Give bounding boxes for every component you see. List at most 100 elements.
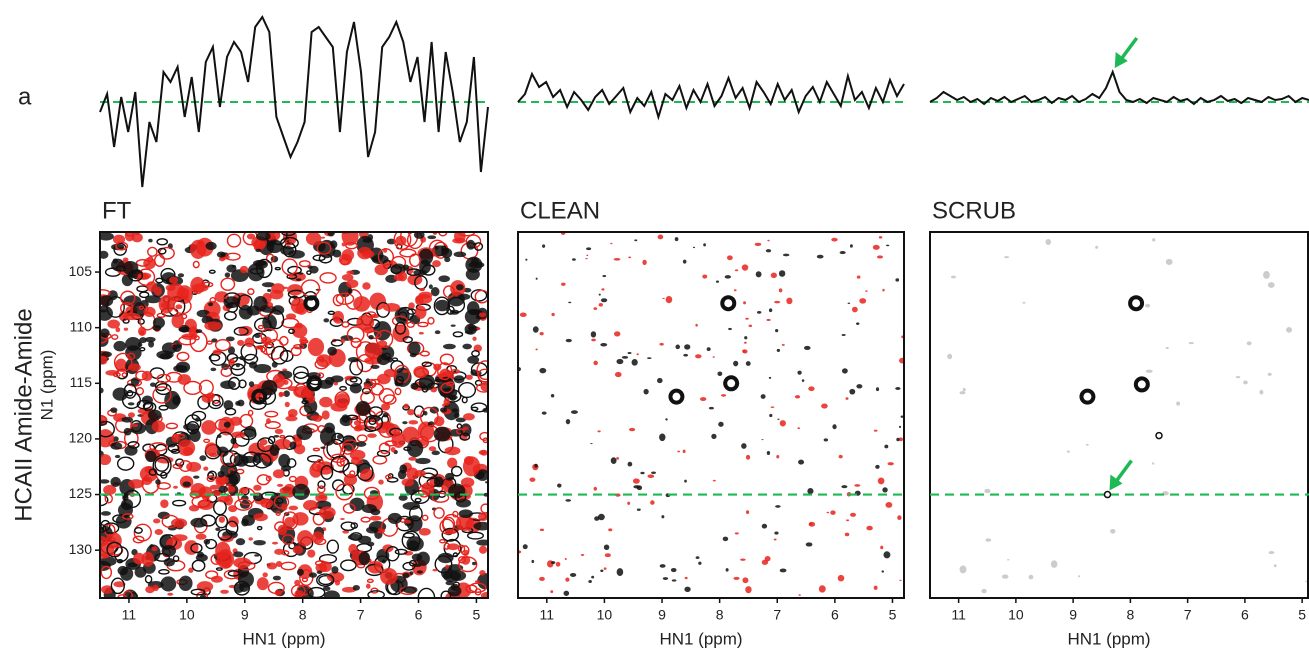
noise-blob	[580, 554, 585, 556]
noise-blob	[318, 506, 336, 519]
noise-blob	[323, 318, 330, 323]
noise-blob	[157, 511, 170, 520]
noise-blob	[742, 577, 749, 584]
noise-blob	[476, 360, 488, 381]
noise-blob	[253, 363, 272, 374]
noise-blob	[349, 359, 364, 376]
noise-blob	[1235, 375, 1241, 379]
noise-blob	[253, 295, 268, 312]
plot-frame	[929, 231, 1309, 599]
noise-blob	[390, 265, 402, 275]
noise-blob	[133, 527, 143, 534]
noise-blob	[276, 483, 284, 487]
noise-blob	[253, 539, 266, 546]
noise-blob	[122, 312, 141, 321]
noise-blob	[807, 488, 814, 495]
noise-blob	[613, 257, 621, 261]
noise-blob	[367, 590, 385, 598]
noise-blob	[100, 355, 108, 365]
noise-blob	[183, 423, 198, 431]
noise-blob	[391, 357, 399, 362]
noise-blob	[244, 337, 255, 348]
noise-blob	[458, 509, 473, 519]
noise-blob	[262, 572, 268, 578]
noise-blob	[154, 254, 166, 268]
noise-blob	[220, 380, 237, 390]
noise-blob	[223, 297, 228, 300]
noise-blob	[137, 318, 145, 325]
noise-blob	[327, 232, 335, 237]
noise-blob	[241, 451, 261, 467]
noise-blob	[300, 279, 321, 298]
noise-blob	[959, 565, 967, 574]
noise-blob	[269, 289, 284, 300]
noise-blob	[231, 431, 247, 438]
noise-blob	[401, 478, 415, 487]
noise-blob	[257, 324, 264, 330]
noise-blob	[100, 328, 110, 338]
noise-blob	[393, 232, 412, 250]
noise-blob	[121, 372, 128, 378]
noise-blob	[744, 336, 748, 340]
noise-blob	[144, 574, 153, 584]
noise-blob	[290, 346, 302, 357]
noise-blob	[270, 345, 289, 365]
noise-blob	[291, 323, 308, 339]
noise-blob	[876, 255, 883, 259]
noise-blob	[431, 450, 440, 456]
noise-blob	[478, 512, 488, 522]
panel-title: CLEAN	[520, 197, 600, 224]
noise-blob	[774, 300, 781, 304]
x-tick-label: 11	[122, 607, 137, 623]
noise-blob	[160, 499, 169, 509]
noise-blob	[614, 331, 621, 337]
x-tick-label: 7	[1184, 607, 1192, 623]
noise-blob	[100, 523, 107, 533]
noise-blob	[675, 344, 680, 350]
noise-blob	[339, 385, 348, 391]
noise-blob	[786, 297, 793, 305]
noise-blob	[593, 307, 598, 310]
noise-blob	[416, 570, 423, 574]
noise-blob	[1243, 380, 1248, 385]
noise-blob	[849, 388, 856, 395]
noise-blob	[434, 330, 441, 335]
noise-blob	[447, 457, 458, 469]
noise-blob	[452, 331, 464, 338]
noise-blob	[597, 430, 601, 433]
noise-blob	[728, 327, 732, 331]
noise-blob	[775, 328, 779, 333]
noise-blob	[272, 575, 282, 581]
noise-blob	[154, 457, 170, 472]
noise-blob	[468, 582, 487, 593]
trace-line	[517, 71, 905, 121]
noise-blob	[154, 529, 164, 535]
noise-blob	[377, 248, 394, 266]
noise-blob	[470, 406, 479, 412]
noise-blob	[274, 428, 284, 435]
noise-blob	[275, 510, 281, 517]
noise-blob	[627, 461, 633, 467]
x-tick-label: 7	[357, 607, 365, 623]
noise-blob	[416, 551, 430, 566]
noise-blob	[458, 556, 478, 573]
noise-blob	[175, 361, 191, 373]
noise-blob	[158, 295, 175, 314]
plot-frame	[99, 231, 489, 599]
noise-blob	[319, 426, 337, 446]
noise-blob	[288, 250, 305, 259]
noise-blob	[387, 512, 402, 524]
noise-blob	[565, 499, 572, 502]
noise-blob	[252, 453, 272, 469]
noise-blob	[959, 391, 966, 395]
noise-blob	[375, 329, 394, 349]
noise-blob	[600, 298, 608, 303]
noise-blob	[216, 549, 235, 569]
noise-blob	[100, 535, 108, 547]
noise-blob	[670, 567, 677, 573]
noise-blob	[113, 352, 133, 372]
noise-blob	[316, 241, 332, 255]
noise-blob	[402, 336, 413, 344]
noise-blob	[225, 252, 241, 261]
noise-blob	[348, 543, 358, 555]
